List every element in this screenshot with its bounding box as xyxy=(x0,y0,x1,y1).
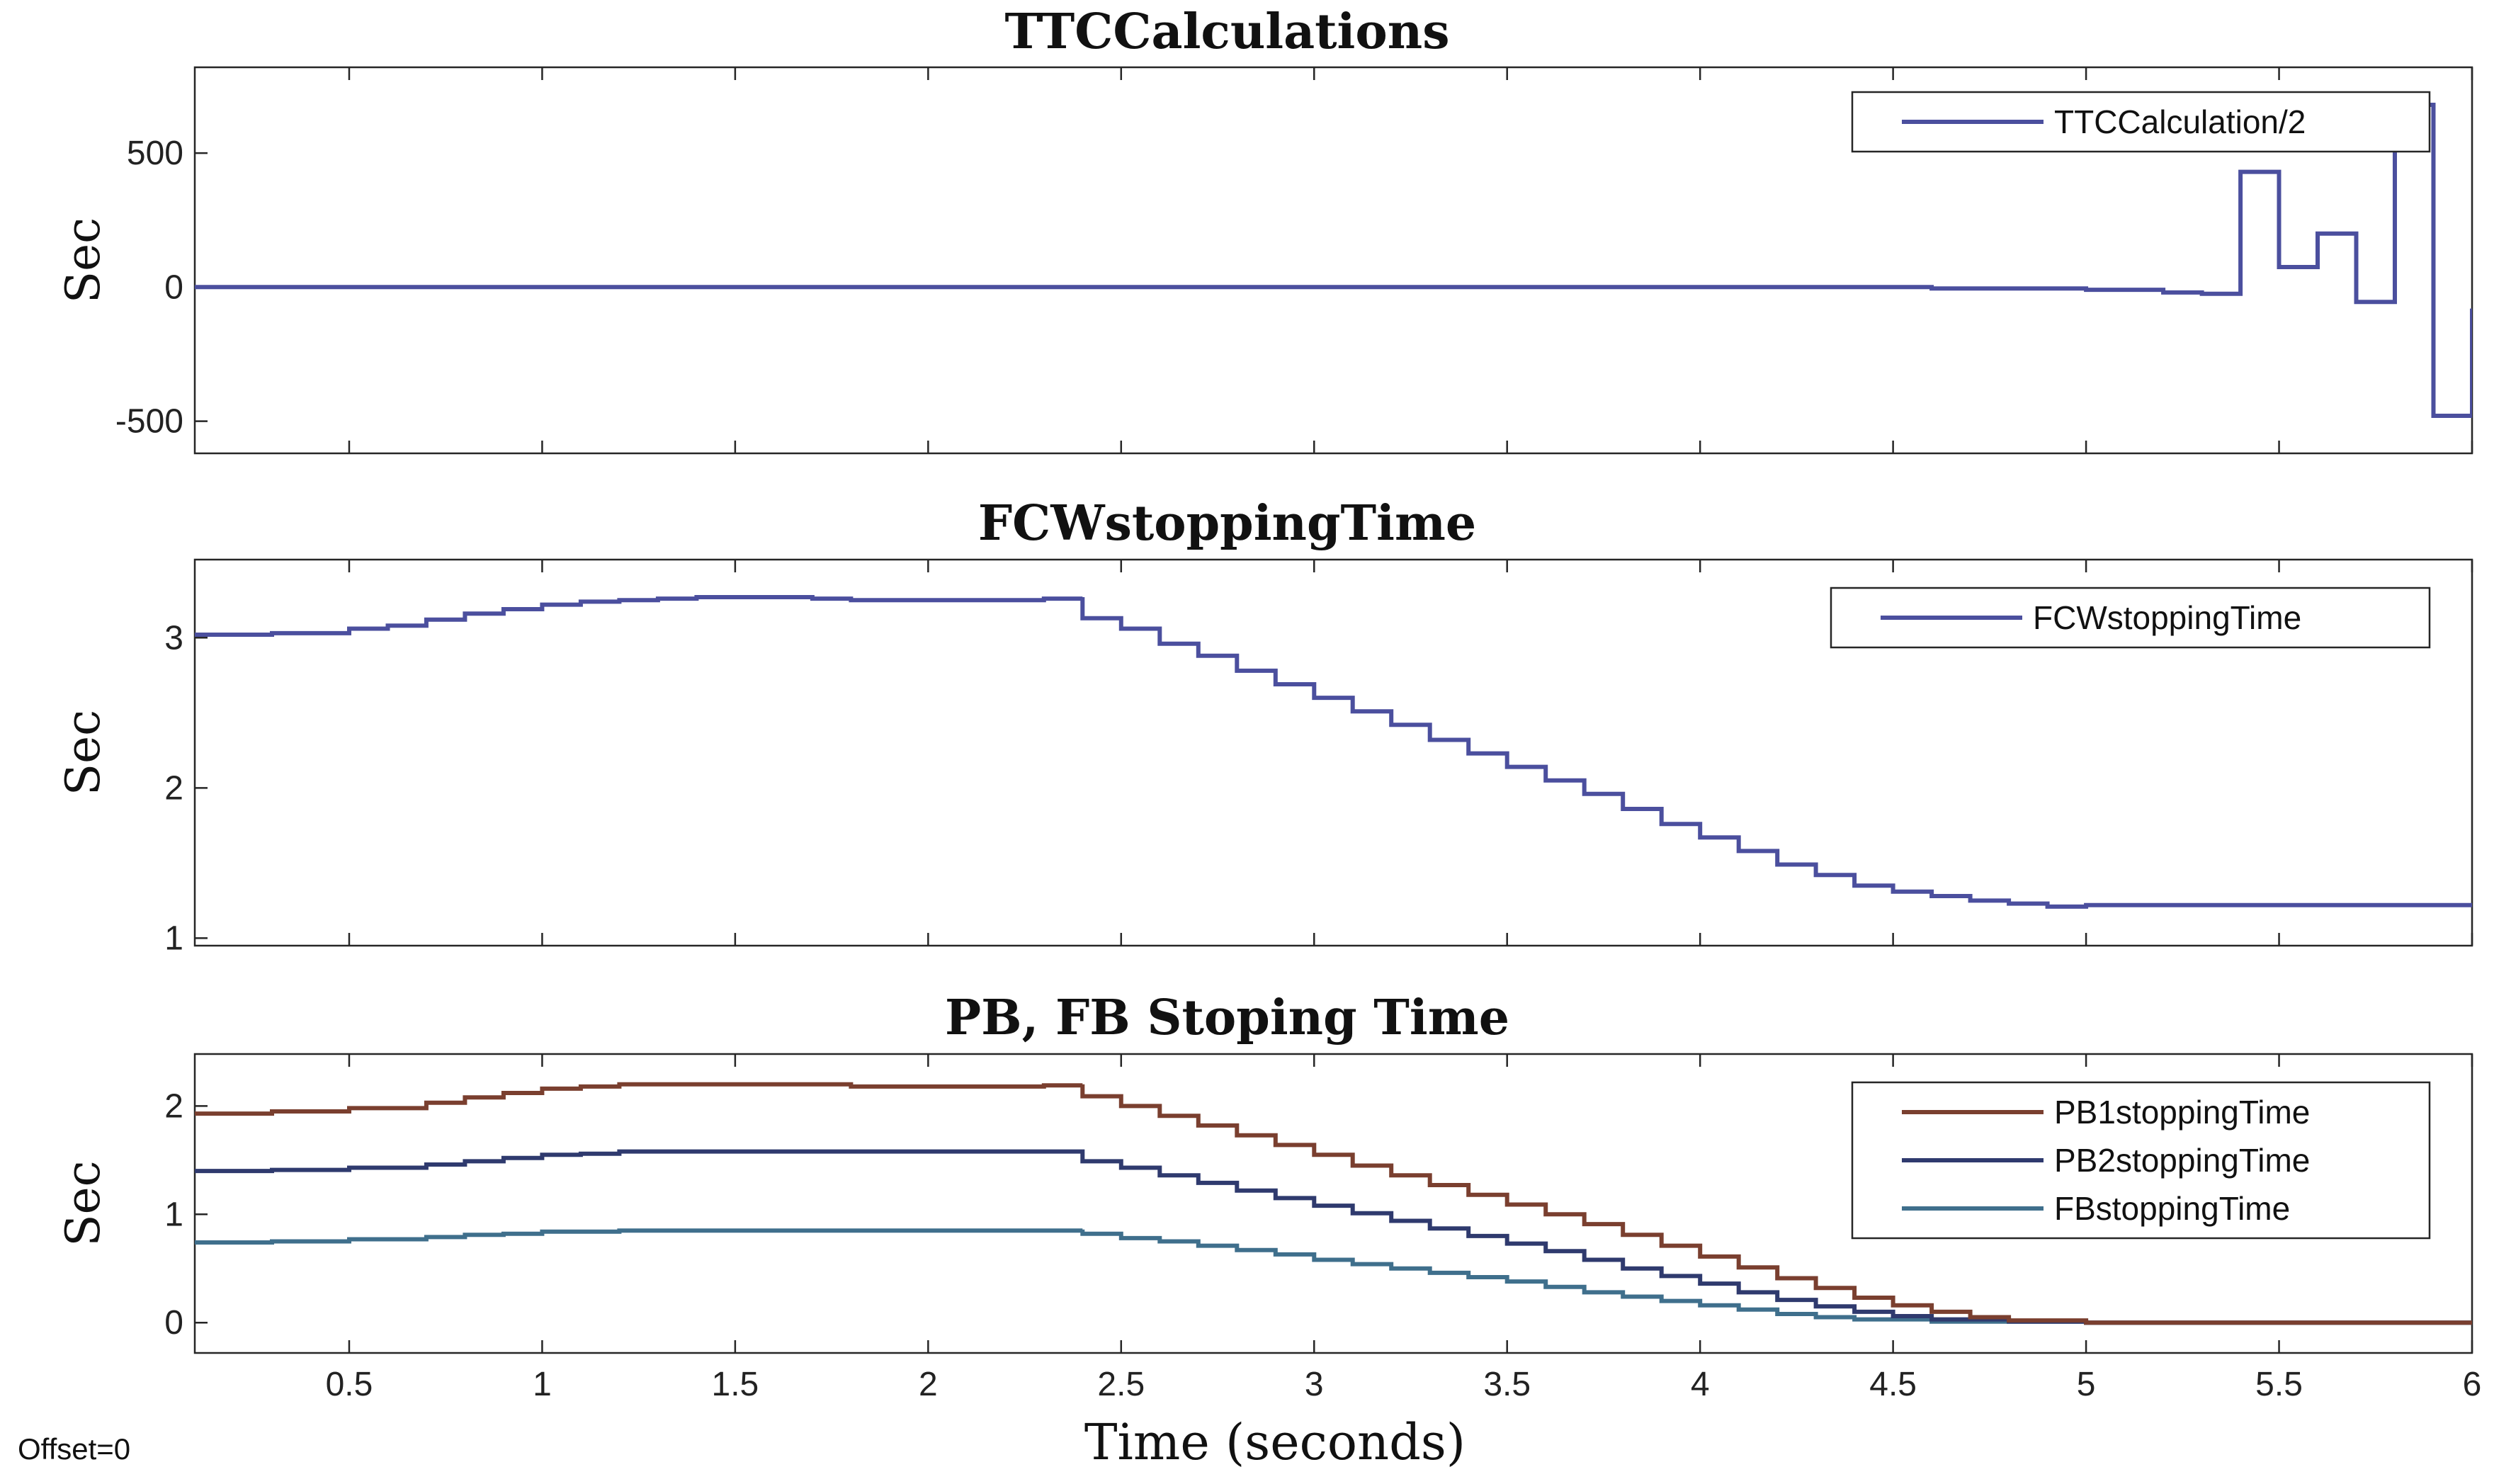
legend: TTCCalculation/2 xyxy=(1851,91,2431,153)
x-tick-label: 2.5 xyxy=(1097,1366,1145,1403)
x-tick-label: 4 xyxy=(1691,1366,1710,1403)
x-axis-label: Time (seconds) xyxy=(1084,1413,1466,1471)
x-tick-label: 0.5 xyxy=(326,1366,373,1403)
y-tick-label: 1 xyxy=(164,919,183,957)
y-axis-label: Sec xyxy=(56,217,110,303)
offset-text: Offset=0 xyxy=(18,1432,130,1466)
subplot-panels: 500 0 -500 TTCCalculations Sec TTCCalculation… xyxy=(56,4,2481,1403)
y-tick-label: 2 xyxy=(164,769,183,807)
legend-entry-FCWstoppingTime: FCWstoppingTime xyxy=(2033,599,2301,636)
chart-title: PB, FB Stoping Time xyxy=(945,990,1509,1046)
legend: FCWstoppingTime xyxy=(1830,587,2431,649)
series-line-FBstoppingTime xyxy=(195,1228,2472,1325)
chart-title: FCWstoppingTime xyxy=(978,495,1476,552)
subplot-3: 2 1 0 0.5 1 1.5 2 2.5 3 3.5 4 4.5 5 5.5 6 PB, FB Stopin… xyxy=(56,990,2481,1403)
x-tick-label: 3.5 xyxy=(1483,1366,1531,1403)
y-tick-label: 3 xyxy=(164,619,183,657)
series-line-PB2stoppingTime xyxy=(195,1149,2472,1325)
x-tick-label: 5 xyxy=(2077,1366,2096,1403)
x-tick-label: 2 xyxy=(919,1366,938,1403)
y-axis-label: Sec xyxy=(56,1160,110,1246)
series-line-PB1stoppingTime xyxy=(195,1082,2472,1325)
x-tick-label: 5.5 xyxy=(2255,1366,2303,1403)
subplot-2: 3 2 1 FCWstoppingTime Sec FCWstoppingTime xyxy=(56,495,2473,957)
x-tick-label: 1 xyxy=(533,1366,552,1403)
x-tick-label: 4.5 xyxy=(1869,1366,1917,1403)
legend-entry-TTCCalculation/2: TTCCalculation/2 xyxy=(2054,103,2306,140)
subplot-1: 500 0 -500 TTCCalculations Sec TTCCalculation… xyxy=(56,4,2473,455)
x-tick-label: 6 xyxy=(2463,1366,2482,1403)
y-tick-label: 0 xyxy=(164,268,183,306)
y-tick-label: -500 xyxy=(115,403,183,441)
y-tick-label: 1 xyxy=(164,1196,183,1233)
legend-entry-PB1stoppingTime: PB1stoppingTime xyxy=(2054,1094,2310,1131)
x-tick-label: 1.5 xyxy=(712,1366,759,1403)
series-line-FCWstoppingTime xyxy=(195,595,2472,909)
chart-title: TTCCalculations xyxy=(1005,4,1450,60)
legend-entry-FBstoppingTime: FBstoppingTime xyxy=(2054,1190,2290,1227)
legend-entry-PB2stoppingTime: PB2stoppingTime xyxy=(2054,1142,2310,1179)
legend: PB1stoppingTime PB2stoppingTime FBstopping… xyxy=(1851,1081,2431,1240)
y-tick-label: 500 xyxy=(127,135,183,172)
x-tick-label: 3 xyxy=(1305,1366,1324,1403)
y-axis-label: Sec xyxy=(56,710,110,795)
y-tick-label: 0 xyxy=(164,1304,183,1342)
y-tick-label: 2 xyxy=(164,1087,183,1125)
